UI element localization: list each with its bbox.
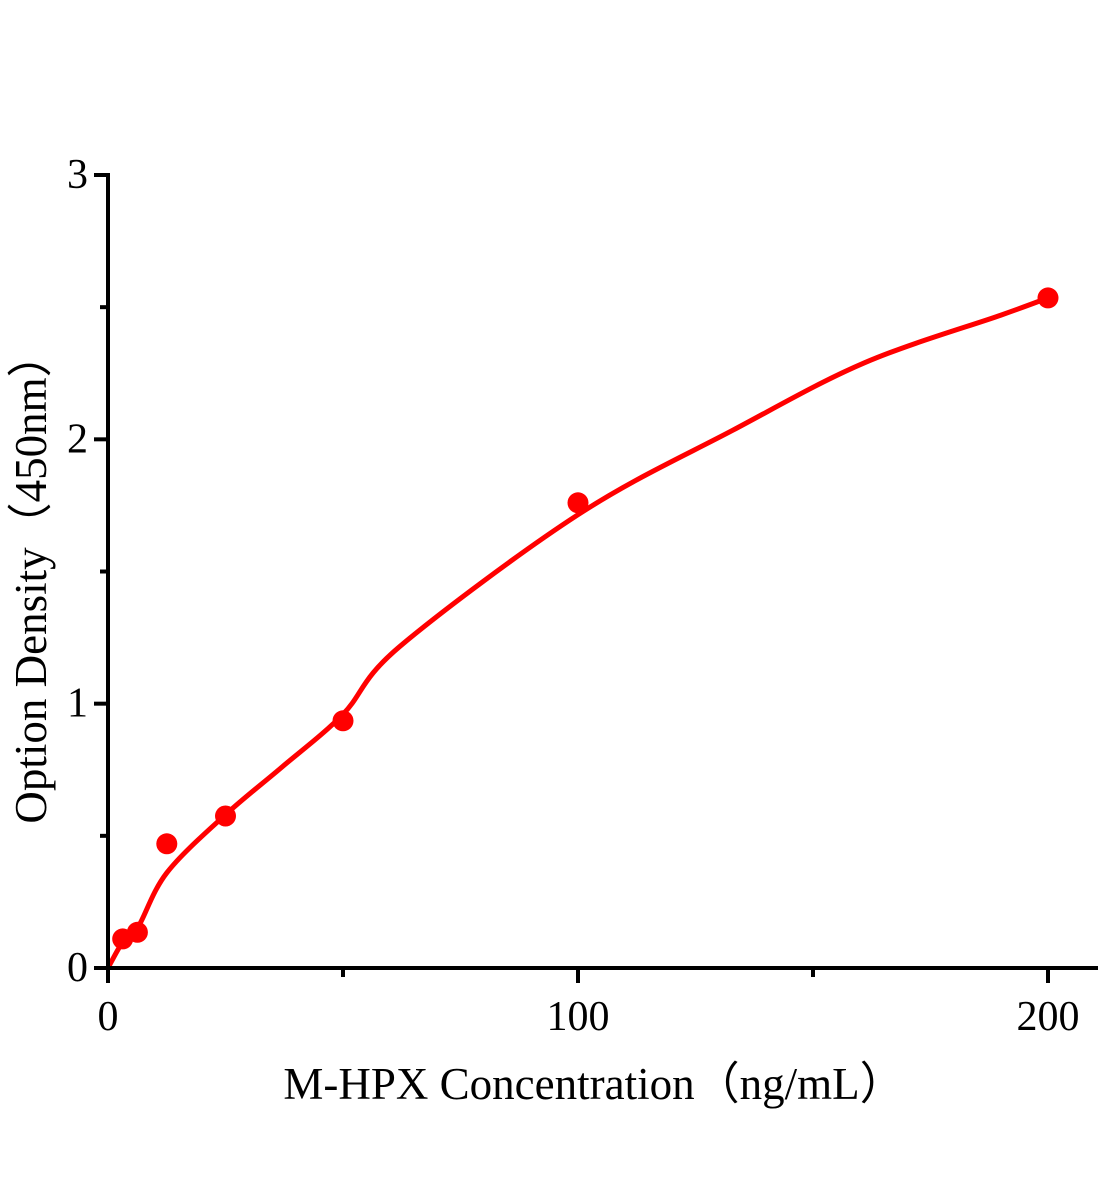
axes-layer: 0 100 200 0 1 2 3 — [67, 152, 1098, 1040]
x-axis-title: M-HPX Concentration（ng/mL） — [283, 1059, 904, 1109]
data-point — [126, 921, 148, 943]
data-point — [215, 805, 236, 827]
data-point — [567, 492, 589, 514]
data-point — [1037, 287, 1059, 309]
y-tick-label: 2 — [67, 416, 88, 462]
data-point — [332, 710, 354, 732]
fitted-curve-path — [105, 295, 1051, 971]
y-axis-title: Option Density（450nm） — [6, 332, 56, 823]
tick-labels-layer: 0 100 200 0 1 2 3 — [67, 152, 1080, 1040]
x-tick-label: 100 — [547, 994, 610, 1040]
series-layer — [105, 287, 1059, 971]
data-point — [156, 833, 178, 855]
y-tick-label: 3 — [67, 152, 88, 198]
ticks-layer — [94, 173, 1050, 983]
y-tick-label: 0 — [67, 945, 88, 991]
y-tick-label: 1 — [67, 681, 88, 727]
x-tick-label: 200 — [1017, 994, 1080, 1040]
x-tick-label: 0 — [98, 994, 119, 1040]
